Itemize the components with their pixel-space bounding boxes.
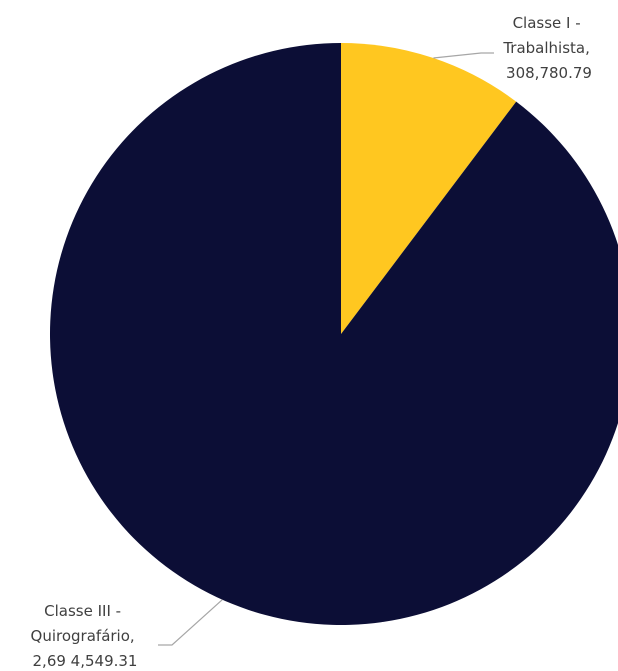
leader-line-trabalhista: [433, 52, 494, 59]
pie-slice-trabalhista: [341, 43, 517, 334]
pie-slice-quirografario: [50, 43, 618, 625]
leader-lines: [158, 52, 494, 646]
leader-line-quirografario: [158, 599, 223, 646]
pie-slices: [50, 43, 618, 625]
slice-label-trabalhista: Classe I - Trabalhista, 308,780.79: [502, 14, 594, 82]
slice-label-quirografario: Classe III - Quirografário, 2,69 4,549.3…: [31, 602, 140, 670]
